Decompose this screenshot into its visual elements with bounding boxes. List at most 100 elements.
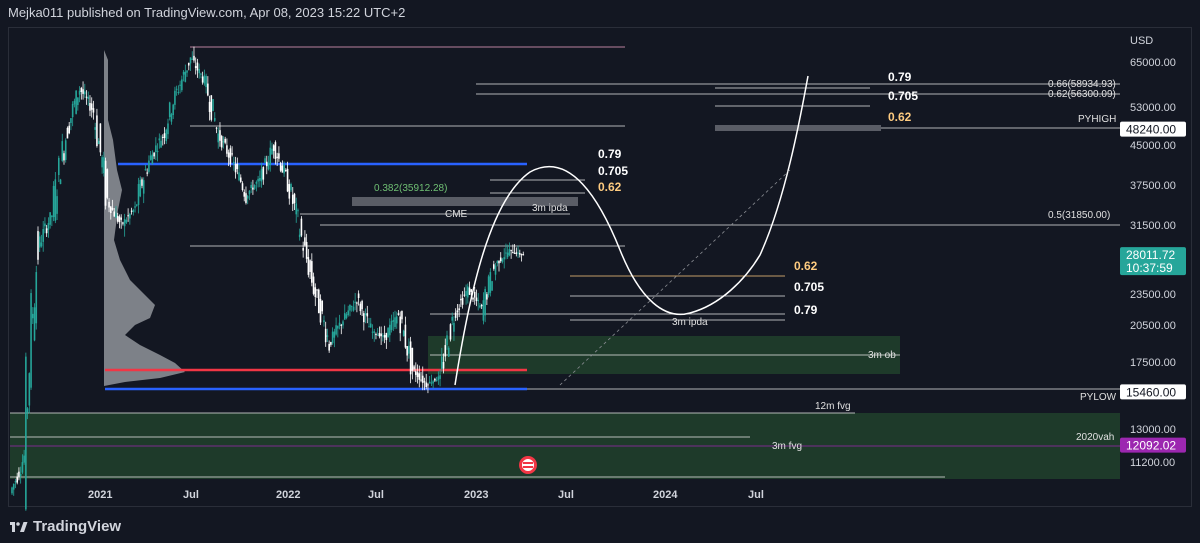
candle-body (368, 326, 370, 328)
left-fib-705: 0.705 (598, 164, 628, 178)
candle-body (522, 254, 525, 256)
fib-066-label: 0.66(58934.93) (1048, 79, 1116, 90)
candle-body (187, 62, 190, 66)
candle-body (161, 136, 164, 138)
candle-body (340, 324, 343, 326)
candle-body (510, 249, 512, 251)
candle-body (311, 261, 313, 283)
candle-body (335, 325, 337, 335)
x-tick-label: 2021 (88, 489, 112, 501)
candle-body (213, 118, 216, 121)
brand-text: TradingView (33, 518, 122, 535)
ipda-top-label: 3m ipda (532, 203, 568, 214)
y-tick-label: 23500.00 (1130, 289, 1176, 301)
candle-body (283, 164, 285, 174)
candle-body (345, 314, 348, 319)
cme-label: CME (445, 209, 468, 220)
candle-body (37, 231, 39, 260)
candle-body (441, 356, 443, 370)
candle-body (515, 252, 518, 254)
candle-body (90, 103, 93, 110)
candle-body (113, 211, 116, 217)
candle-body (415, 371, 417, 375)
candle-body (454, 312, 457, 318)
candle-body (305, 241, 308, 259)
candle-body (519, 253, 521, 255)
candle-body (243, 192, 246, 197)
candle-body (238, 172, 240, 181)
candle-body (468, 287, 471, 295)
candle-body (300, 218, 303, 236)
candle-body (324, 328, 327, 343)
y-tick-label: 20500.00 (1130, 320, 1176, 332)
candle-body (80, 87, 83, 92)
candle-body (59, 179, 62, 185)
candle-body (177, 91, 180, 93)
price-tag-countdown: 10:37:59 (1126, 261, 1173, 275)
candle-body (354, 301, 356, 303)
candle-body (432, 381, 434, 384)
mid-fib-79: 0.79 (794, 303, 818, 317)
candle-body (298, 234, 301, 238)
fib-062-label: 0.62(56300.09) (1048, 89, 1116, 100)
candle-body (265, 161, 268, 167)
price-tag-label: 12092.02 (1126, 439, 1176, 453)
candle-body (170, 114, 173, 122)
candle-body (203, 75, 206, 84)
candle-body (108, 201, 110, 208)
x-tick-label: 2022 (276, 489, 300, 501)
candle-body (200, 73, 202, 75)
price-axis[interactable]: 65000.00 53000.00 45000.00 37500.00 31500.00… (1130, 57, 1176, 469)
candle-body (267, 162, 270, 170)
candle-body (236, 163, 239, 170)
candle-body (314, 287, 317, 298)
candle-body (106, 169, 109, 198)
candle-body (456, 310, 459, 313)
candle-body (326, 335, 329, 337)
candle-body (293, 193, 296, 204)
candle-body (116, 215, 119, 222)
level-lines (10, 46, 1120, 478)
candle-body (286, 168, 289, 192)
candle-body (413, 366, 415, 370)
currency-label: USD (1130, 35, 1153, 47)
mid-fib-62: 0.62 (794, 259, 818, 273)
candle-body (357, 293, 360, 299)
price-tag-label: 48240.00 (1126, 123, 1176, 137)
time-axis[interactable]: 2021 Jul 2022 Jul 2023 Jul 2024 Jul (88, 489, 764, 501)
candle-body (217, 133, 220, 143)
candle-body (382, 335, 384, 337)
candle-body (404, 324, 407, 348)
candle-body (517, 252, 519, 254)
candle-body (409, 341, 412, 375)
candle-body (75, 90, 77, 114)
pylow-label: PYLOW (1080, 392, 1117, 403)
candle-body (323, 320, 325, 323)
candle-body (66, 127, 69, 139)
candle-body (205, 75, 207, 88)
candle-body (439, 375, 441, 379)
candle-body (73, 100, 76, 105)
candle-body (120, 217, 122, 220)
candle-body (486, 294, 488, 300)
fib-05-label: 0.5(31850.00) (1048, 210, 1110, 221)
price-tag (1120, 384, 1186, 400)
candle-body (259, 177, 261, 181)
candle-body (246, 195, 249, 199)
candle-body (186, 70, 188, 73)
candle-body (484, 289, 486, 316)
candle-body (129, 213, 131, 219)
us-flag-event-icon[interactable] (519, 456, 537, 474)
candle-body (196, 62, 199, 71)
candle-body (359, 303, 362, 312)
candle-body (463, 294, 466, 296)
candle-body (501, 259, 504, 262)
candle-body (21, 462, 24, 473)
candle-body (165, 129, 168, 142)
candle-body (291, 194, 294, 204)
tradingview-brand[interactable]: TradingView (10, 518, 121, 535)
candle-body (42, 229, 44, 242)
candle-body (435, 379, 438, 382)
